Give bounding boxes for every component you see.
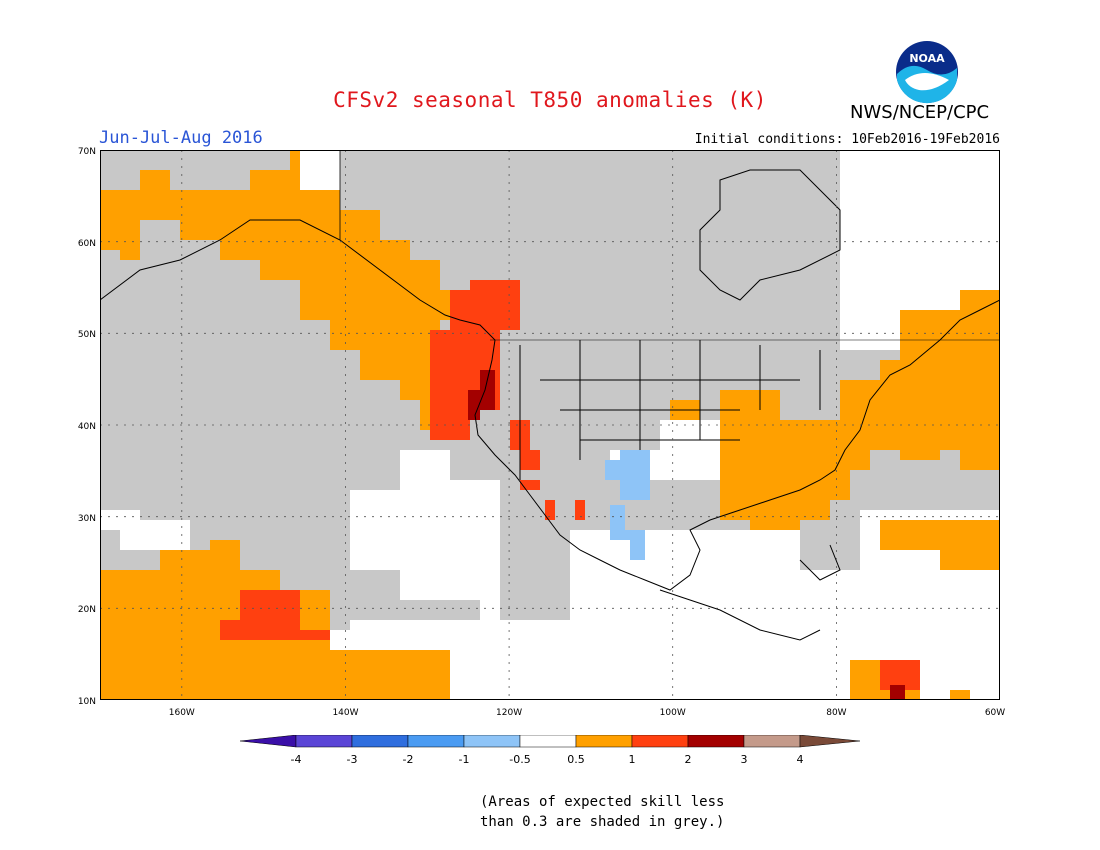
lon-label: 60W <box>985 708 1005 718</box>
legend-swatch <box>295 734 353 748</box>
anomaly-map: 70N 60N 50N 40N 30N 20N 10N 160W 140W 12… <box>78 147 1005 718</box>
lon-label: 140W <box>332 708 358 718</box>
lon-label: 80W <box>826 708 846 718</box>
coastlines <box>100 150 1000 641</box>
legend-swatch <box>407 734 465 748</box>
logo-text: NOAA <box>909 52 945 65</box>
legend-swatch <box>351 734 409 748</box>
legend-tick-label: 1 <box>629 753 636 766</box>
chart-title: CFSv2 seasonal T850 anomalies (K) <box>333 88 767 112</box>
agency-label: NWS/NCEP/CPC <box>850 102 990 123</box>
lat-label: 20N <box>78 605 96 615</box>
legend-swatch <box>687 734 745 748</box>
lon-label: 100W <box>660 708 686 718</box>
legend-swatch <box>519 734 577 748</box>
legend-tick-label: 0.5 <box>567 753 585 766</box>
legend-arrow-high <box>799 734 861 748</box>
lat-label: 70N <box>78 147 96 157</box>
skill-note: (Areas of expected skill less than 0.3 a… <box>480 792 724 832</box>
skill-note-line: (Areas of expected skill less <box>480 794 725 810</box>
lat-label: 50N <box>78 330 96 340</box>
legend-tick-label: -2 <box>403 753 414 766</box>
legend-arrow-low <box>239 734 297 748</box>
legend-tick-label: 2 <box>685 753 692 766</box>
lon-axis: 160W 140W 120W 100W 80W 60W <box>169 708 1006 718</box>
initial-conditions: Initial conditions: 10Feb2016-19Feb2016 <box>694 132 1000 147</box>
legend-swatch <box>631 734 689 748</box>
color-legend-svg: -4 -3 -2 -1 -0.5 0.5 1 2 3 4 <box>239 734 861 766</box>
legend-tick-label: -0.5 <box>509 753 530 766</box>
lon-label: 120W <box>496 708 522 718</box>
lat-label: 40N <box>78 422 96 432</box>
anomaly-2-3 <box>468 370 905 700</box>
anomaly-neg0.5-neg1 <box>605 450 650 560</box>
lat-axis: 70N 60N 50N 40N 30N 20N 10N <box>78 147 96 707</box>
lat-label: 10N <box>78 697 96 707</box>
color-legend: -4 -3 -2 -1 -0.5 0.5 1 2 3 4 <box>239 734 870 779</box>
lat-lon-grid <box>100 150 1000 700</box>
legend-tick-label: -4 <box>291 753 302 766</box>
forecast-period: Jun-Jul-Aug 2016 <box>99 128 263 148</box>
anomaly-1-2 <box>220 280 920 690</box>
legend-tick-label: -1 <box>459 753 470 766</box>
legend-swatch <box>575 734 633 748</box>
legend-tick-label: 4 <box>797 753 804 766</box>
legend-swatch <box>463 734 521 748</box>
lat-label: 60N <box>78 239 96 249</box>
map-svg <box>99 149 1001 701</box>
legend-tick-label: -3 <box>347 753 358 766</box>
lat-label: 30N <box>78 514 96 524</box>
legend-tick-label: 3 <box>741 753 748 766</box>
noaa-logo: NOAA <box>895 40 959 104</box>
legend-swatch <box>743 734 801 748</box>
lon-label: 160W <box>169 708 195 718</box>
skill-note-line: than 0.3 are shaded in grey.) <box>480 814 725 830</box>
